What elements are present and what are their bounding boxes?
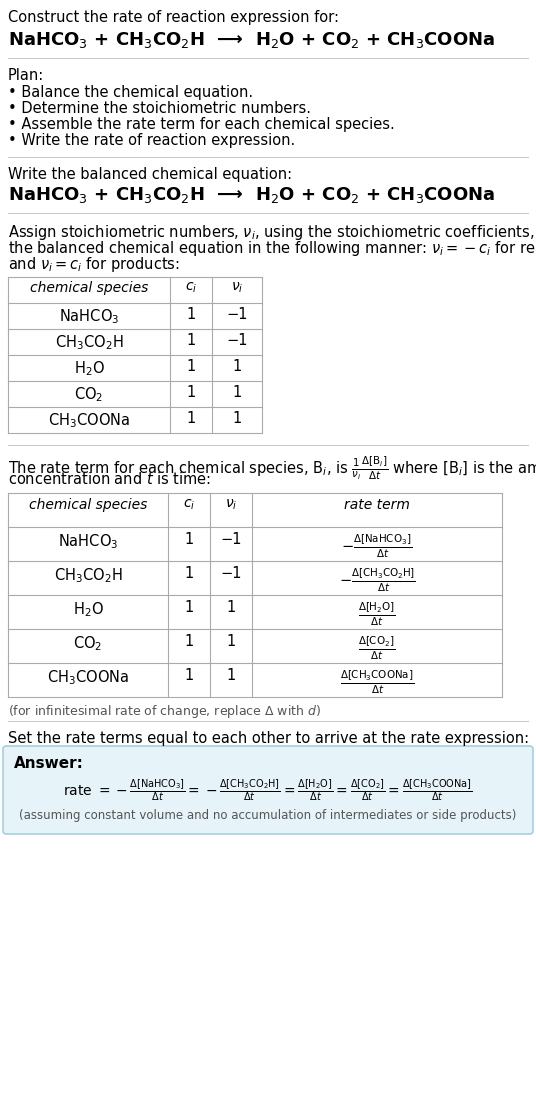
Text: Set the rate terms equal to each other to arrive at the rate expression:: Set the rate terms equal to each other t… [8, 731, 529, 746]
Text: 1: 1 [233, 359, 242, 374]
Text: NaHCO$_3$ + CH$_3$CO$_2$H  ⟶  H$_2$O + CO$_2$ + CH$_3$COONa: NaHCO$_3$ + CH$_3$CO$_2$H ⟶ H$_2$O + CO$… [8, 30, 495, 50]
Text: CH$_3$COONa: CH$_3$COONa [48, 411, 130, 430]
Text: 1: 1 [187, 307, 196, 322]
Text: 1: 1 [187, 359, 196, 374]
Text: NaHCO$_3$: NaHCO$_3$ [59, 307, 119, 326]
Text: −1: −1 [226, 333, 248, 348]
Text: Plan:: Plan: [8, 68, 44, 83]
Text: 1: 1 [233, 385, 242, 400]
FancyBboxPatch shape [3, 746, 533, 834]
Text: −1: −1 [220, 566, 242, 581]
Text: −1: −1 [226, 307, 248, 322]
Text: $c_i$: $c_i$ [185, 281, 197, 295]
Text: Assign stoichiometric numbers, $\nu_i$, using the stoichiometric coefficients, $: Assign stoichiometric numbers, $\nu_i$, … [8, 223, 536, 242]
Text: (assuming constant volume and no accumulation of intermediates or side products): (assuming constant volume and no accumul… [19, 808, 517, 822]
Text: concentration and $t$ is time:: concentration and $t$ is time: [8, 472, 211, 487]
Text: −1: −1 [220, 532, 242, 547]
Text: $-\frac{\Delta[\mathrm{CH_3CO_2H}]}{\Delta t}$: $-\frac{\Delta[\mathrm{CH_3CO_2H}]}{\Del… [339, 566, 415, 594]
Text: Write the balanced chemical equation:: Write the balanced chemical equation: [8, 167, 292, 182]
Text: NaHCO$_3$ + CH$_3$CO$_2$H  ⟶  H$_2$O + CO$_2$ + CH$_3$COONa: NaHCO$_3$ + CH$_3$CO$_2$H ⟶ H$_2$O + CO$… [8, 185, 495, 205]
Text: rate term: rate term [344, 498, 410, 512]
Text: Answer:: Answer: [14, 756, 84, 771]
Text: chemical species: chemical species [29, 498, 147, 512]
Text: $\frac{\Delta[\mathrm{CO_2}]}{\Delta t}$: $\frac{\Delta[\mathrm{CO_2}]}{\Delta t}$ [359, 635, 396, 662]
Text: $\frac{\Delta[\mathrm{CH_3COONa}]}{\Delta t}$: $\frac{\Delta[\mathrm{CH_3COONa}]}{\Delt… [340, 668, 414, 696]
Text: $\frac{\Delta[\mathrm{H_2O}]}{\Delta t}$: $\frac{\Delta[\mathrm{H_2O}]}{\Delta t}$ [358, 601, 396, 628]
Text: • Write the rate of reaction expression.: • Write the rate of reaction expression. [8, 133, 295, 148]
Text: Construct the rate of reaction expression for:: Construct the rate of reaction expressio… [8, 10, 339, 25]
Text: 1: 1 [226, 668, 236, 683]
Text: 1: 1 [184, 635, 193, 649]
Text: 1: 1 [187, 411, 196, 426]
Text: 1: 1 [226, 635, 236, 649]
Text: chemical species: chemical species [30, 281, 148, 295]
Text: • Balance the chemical equation.: • Balance the chemical equation. [8, 85, 253, 100]
Text: 1: 1 [184, 601, 193, 615]
Text: 1: 1 [187, 385, 196, 400]
Text: H$_2$O: H$_2$O [73, 359, 105, 377]
Text: CO$_2$: CO$_2$ [75, 385, 103, 404]
Text: $-\frac{\Delta[\mathrm{NaHCO_3}]}{\Delta t}$: $-\frac{\Delta[\mathrm{NaHCO_3}]}{\Delta… [341, 532, 413, 559]
Text: H$_2$O: H$_2$O [72, 601, 103, 619]
Text: 1: 1 [226, 601, 236, 615]
Text: CO$_2$: CO$_2$ [73, 635, 102, 653]
Text: (for infinitesimal rate of change, replace Δ with $d$): (for infinitesimal rate of change, repla… [8, 703, 321, 720]
Text: CH$_3$CO$_2$H: CH$_3$CO$_2$H [54, 566, 122, 585]
Text: • Determine the stoichiometric numbers.: • Determine the stoichiometric numbers. [8, 101, 311, 116]
Text: 1: 1 [184, 668, 193, 683]
Text: 1: 1 [184, 532, 193, 547]
Text: 1: 1 [184, 566, 193, 581]
Text: NaHCO$_3$: NaHCO$_3$ [58, 532, 118, 550]
Text: The rate term for each chemical species, B$_i$, is $\frac{1}{\nu_i}\frac{\Delta[: The rate term for each chemical species,… [8, 455, 536, 482]
Text: $\nu_i$: $\nu_i$ [225, 498, 237, 512]
Text: rate $= -\frac{\Delta[\mathrm{NaHCO_3}]}{\Delta t} = -\frac{\Delta[\mathrm{CH_3C: rate $= -\frac{\Delta[\mathrm{NaHCO_3}]}… [63, 777, 473, 803]
Text: $c_i$: $c_i$ [183, 498, 195, 512]
Text: 1: 1 [187, 333, 196, 348]
Text: CH$_3$CO$_2$H: CH$_3$CO$_2$H [55, 333, 123, 351]
Text: $\nu_i$: $\nu_i$ [231, 281, 243, 295]
Text: and $\nu_i = c_i$ for products:: and $\nu_i = c_i$ for products: [8, 255, 180, 274]
Text: the balanced chemical equation in the following manner: $\nu_i = -c_i$ for react: the balanced chemical equation in the fo… [8, 238, 536, 258]
Text: 1: 1 [233, 411, 242, 426]
Text: • Assemble the rate term for each chemical species.: • Assemble the rate term for each chemic… [8, 117, 394, 132]
Text: CH$_3$COONa: CH$_3$COONa [47, 668, 129, 687]
